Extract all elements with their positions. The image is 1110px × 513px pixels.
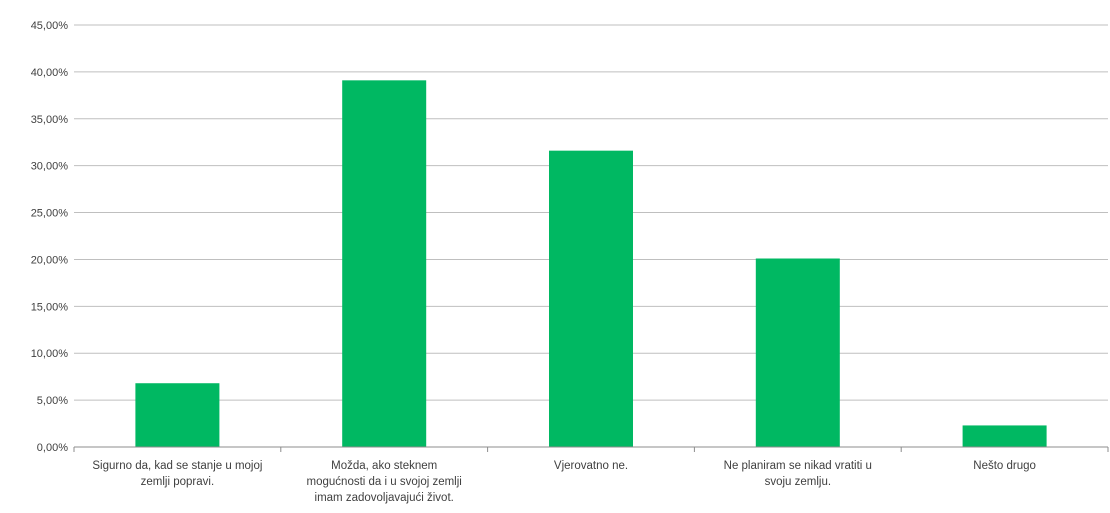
x-category-label-line: imam zadovoljavajući život. (315, 492, 454, 504)
y-tick-label: 5,00% (37, 395, 68, 407)
x-category-label-line: Možda, ako steknem (331, 460, 437, 472)
y-axis-tick-labels: 0,00% 5,00% 10,00% 15,00% 20,00% 25,00% 30,00%… (31, 20, 69, 454)
y-tick-label: 15,00% (31, 301, 69, 313)
x-axis (73, 446, 1109, 452)
x-axis-category-labels: Sigurno da, kad se stanje u mojoj zemlji … (92, 460, 1036, 504)
x-category-label-line: Vjerovatno ne. (554, 460, 628, 472)
x-category-label: Nešto drugo (973, 460, 1036, 472)
y-tick-label: 35,00% (31, 114, 69, 126)
x-category-label: Možda, ako steknem mogućnosti da i u svoj… (307, 460, 462, 504)
y-tick-label: 10,00% (31, 348, 69, 360)
bar (962, 425, 1047, 447)
bar (342, 80, 427, 447)
x-category-label: Sigurno da, kad se stanje u mojoj zemlji … (92, 460, 262, 488)
x-category-label-line: Ne planiram se nikad vratiti u (724, 460, 872, 472)
x-category-label-line: zemlji popravi. (141, 476, 215, 488)
y-tick-label: 30,00% (31, 161, 69, 173)
x-category-label: Ne planiram se nikad vratiti u svoju zeml… (724, 460, 872, 488)
bar (755, 258, 840, 447)
y-tick-label: 25,00% (31, 208, 69, 220)
y-tick-label: 40,00% (31, 67, 69, 79)
x-category-label-line: mogućnosti da i u svojoj zemlji (307, 476, 462, 488)
y-tick-label: 45,00% (31, 20, 69, 32)
x-category-label-line: svoju zemlju. (765, 476, 831, 488)
bars (135, 80, 1047, 447)
x-category-label-line: Sigurno da, kad se stanje u mojoj (92, 460, 262, 472)
y-tick-label: 20,00% (31, 254, 69, 266)
bar (135, 383, 220, 447)
bar (549, 150, 633, 447)
y-tick-label: 0,00% (37, 442, 68, 454)
x-category-label-line: Nešto drugo (973, 460, 1036, 472)
x-category-label: Vjerovatno ne. (554, 460, 628, 472)
